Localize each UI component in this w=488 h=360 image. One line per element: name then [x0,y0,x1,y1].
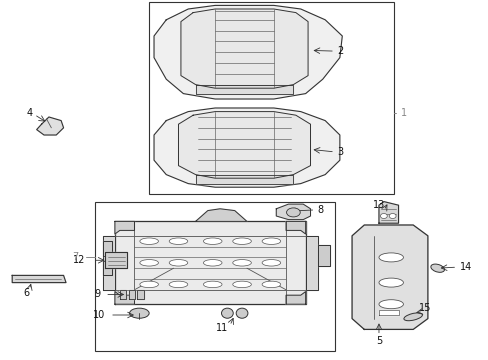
Polygon shape [102,241,112,256]
Polygon shape [195,175,293,184]
Polygon shape [285,221,305,234]
Text: 7: 7 [72,252,78,262]
Polygon shape [317,245,329,266]
Text: 8: 8 [317,205,324,215]
Polygon shape [120,290,126,299]
Polygon shape [276,204,310,220]
Polygon shape [115,221,134,234]
Text: 15: 15 [418,303,431,313]
Text: 12: 12 [73,255,85,265]
Ellipse shape [140,238,158,244]
Polygon shape [285,292,305,304]
Ellipse shape [129,308,149,318]
Polygon shape [12,275,66,283]
Ellipse shape [232,281,251,288]
Polygon shape [181,9,307,88]
Polygon shape [154,108,339,187]
Circle shape [388,213,395,219]
Bar [95,202,334,351]
Ellipse shape [236,308,247,318]
Polygon shape [37,117,63,135]
Text: 6: 6 [24,288,30,298]
Polygon shape [102,261,112,275]
Polygon shape [378,202,398,223]
Ellipse shape [203,260,222,266]
Ellipse shape [430,264,444,272]
Polygon shape [115,292,134,304]
Text: 3: 3 [337,147,343,157]
Circle shape [380,213,386,219]
Ellipse shape [262,238,280,244]
Ellipse shape [262,281,280,288]
Polygon shape [195,209,246,221]
Text: 10: 10 [93,310,105,320]
Ellipse shape [378,253,403,262]
Polygon shape [195,85,293,94]
Ellipse shape [286,208,300,217]
Ellipse shape [140,281,158,288]
Ellipse shape [403,313,422,321]
Polygon shape [154,5,342,99]
Ellipse shape [203,238,222,244]
Polygon shape [178,112,310,178]
Ellipse shape [378,278,403,287]
Text: 9: 9 [94,289,100,300]
Text: 5: 5 [375,336,381,346]
Text: 13: 13 [372,200,385,210]
Bar [149,2,393,194]
Ellipse shape [169,260,187,266]
Text: 1: 1 [400,108,407,118]
Text: 2: 2 [337,46,343,56]
Text: 4: 4 [27,108,33,118]
Polygon shape [137,290,143,299]
Ellipse shape [232,260,251,266]
Ellipse shape [232,238,251,244]
Polygon shape [305,236,317,290]
Ellipse shape [140,260,158,266]
Ellipse shape [169,238,187,244]
Ellipse shape [203,281,222,288]
Ellipse shape [221,308,233,318]
Polygon shape [351,225,427,329]
Ellipse shape [169,281,187,288]
Polygon shape [102,236,115,290]
Polygon shape [105,252,127,268]
Ellipse shape [262,260,280,266]
Polygon shape [378,310,398,315]
Polygon shape [128,290,135,299]
Text: 14: 14 [459,262,471,272]
Ellipse shape [378,300,403,309]
Text: 11: 11 [216,323,228,333]
Polygon shape [115,221,305,304]
